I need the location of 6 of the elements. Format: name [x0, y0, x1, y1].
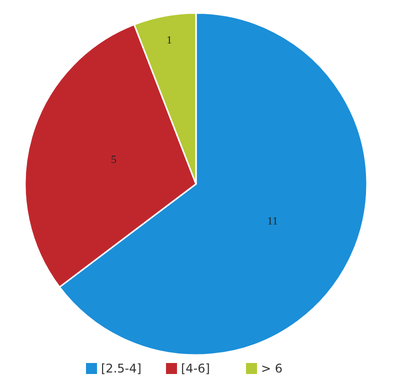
data-label: 11 — [267, 216, 278, 228]
data-label: 1 — [166, 34, 172, 47]
legend-label: [2.5-4] — [101, 361, 142, 376]
legend-label: [4-6] — [181, 361, 210, 376]
data-label: 5 — [111, 154, 118, 166]
legend-label: > 6 — [261, 361, 283, 376]
